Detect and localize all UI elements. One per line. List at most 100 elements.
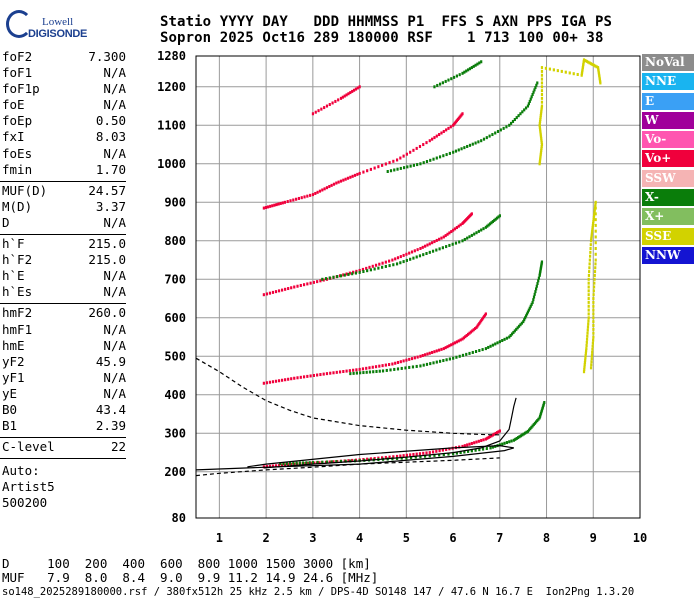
echo-point: [592, 218, 595, 222]
echo-point: [444, 79, 447, 83]
echo-point: [445, 153, 448, 157]
echo-point: [381, 261, 384, 265]
echo-point: [414, 455, 417, 459]
echo-point: [362, 270, 365, 274]
echo-point: [400, 366, 403, 370]
echo-point: [539, 114, 542, 118]
echo-point: [328, 276, 331, 280]
echo-point: [468, 442, 471, 446]
echo-point: [405, 453, 408, 457]
echo-point: [442, 129, 445, 133]
echo-point: [292, 198, 295, 202]
echo-point: [505, 336, 508, 340]
echo-point: [384, 162, 387, 166]
echo-point: [531, 93, 534, 96]
echo-point: [524, 316, 527, 320]
param-row: hmF1 N/A: [2, 322, 126, 338]
echo-point: [528, 428, 531, 432]
echo-point: [284, 287, 287, 291]
echo-point: [541, 405, 544, 409]
echo-point: [536, 81, 539, 85]
echo-point: [319, 373, 322, 377]
echo-point: [378, 364, 381, 368]
echo-point: [487, 435, 490, 439]
echo-point: [592, 220, 595, 224]
echo-point: [521, 433, 524, 437]
echo-point: [592, 308, 595, 312]
echo-point: [599, 81, 602, 85]
echo-point: [587, 273, 591, 277]
echo-point: [388, 455, 391, 459]
echo-point: [540, 106, 543, 110]
echo-point: [352, 88, 356, 92]
echo-point: [433, 350, 436, 354]
param-name: foEs: [2, 145, 33, 161]
echo-point: [311, 461, 315, 465]
param-name: hmF1: [2, 321, 33, 337]
echo-point: [425, 252, 428, 256]
echo-point: [592, 297, 595, 301]
echo-point: [586, 334, 589, 338]
echo-point: [538, 158, 542, 162]
echo-point: [477, 439, 480, 443]
echo-point: [431, 241, 434, 245]
echo-point: [328, 185, 331, 189]
echo-point: [351, 272, 354, 276]
echo-point: [283, 200, 286, 204]
echo-point: [488, 435, 492, 439]
echo-point: [542, 402, 545, 406]
echo-point: [564, 70, 567, 74]
echo-point: [522, 320, 525, 324]
echo-point: [264, 205, 268, 209]
echo-point: [591, 229, 594, 233]
echo-point: [535, 420, 538, 424]
echo-point: [429, 158, 432, 162]
echo-point: [593, 270, 597, 274]
echo-point: [428, 451, 431, 455]
echo-point: [540, 104, 544, 108]
echo-point: [314, 110, 317, 114]
echo-point: [442, 154, 445, 158]
echo-point: [404, 366, 407, 370]
plot-frame: [195, 55, 641, 519]
x-tick-label: 8: [543, 531, 550, 545]
echo-point: [282, 462, 285, 466]
legend-item: E: [642, 92, 694, 110]
echo-point: [441, 246, 444, 250]
echo-point: [543, 401, 546, 404]
echo-point: [494, 217, 497, 221]
echo-point: [433, 85, 436, 89]
echo-point: [585, 344, 588, 348]
legend-item: NoVal: [642, 54, 694, 71]
param-name: foF2: [2, 49, 33, 64]
echo-point: [302, 375, 306, 379]
echo-point: [593, 277, 596, 281]
echo-point: [355, 368, 358, 372]
echo-point: [385, 368, 388, 372]
echo-point: [587, 297, 590, 301]
echo-point: [410, 357, 414, 361]
echo-point: [594, 223, 597, 227]
echo-point: [391, 362, 394, 366]
echo-point: [284, 463, 287, 467]
echo-point: [438, 155, 442, 159]
echo-point: [319, 279, 322, 283]
echo-point: [450, 343, 453, 347]
echo-point: [447, 452, 450, 456]
echo-point: [510, 439, 513, 443]
echo-point: [499, 128, 502, 132]
y-tick-label: 300: [164, 426, 186, 440]
echo-point: [529, 427, 532, 431]
echo-point: [329, 371, 332, 375]
echo-point: [447, 126, 450, 130]
echo-point: [495, 216, 499, 220]
param-row: h`F 215.0: [2, 236, 126, 252]
echo-point: [539, 116, 542, 120]
echo-point: [306, 374, 309, 378]
echo-point: [345, 272, 348, 276]
echo-point: [338, 370, 342, 374]
param-row: foF1p N/A: [2, 81, 126, 97]
echo-point: [597, 67, 600, 71]
echo-point: [540, 100, 544, 104]
echo-point: [330, 460, 333, 464]
